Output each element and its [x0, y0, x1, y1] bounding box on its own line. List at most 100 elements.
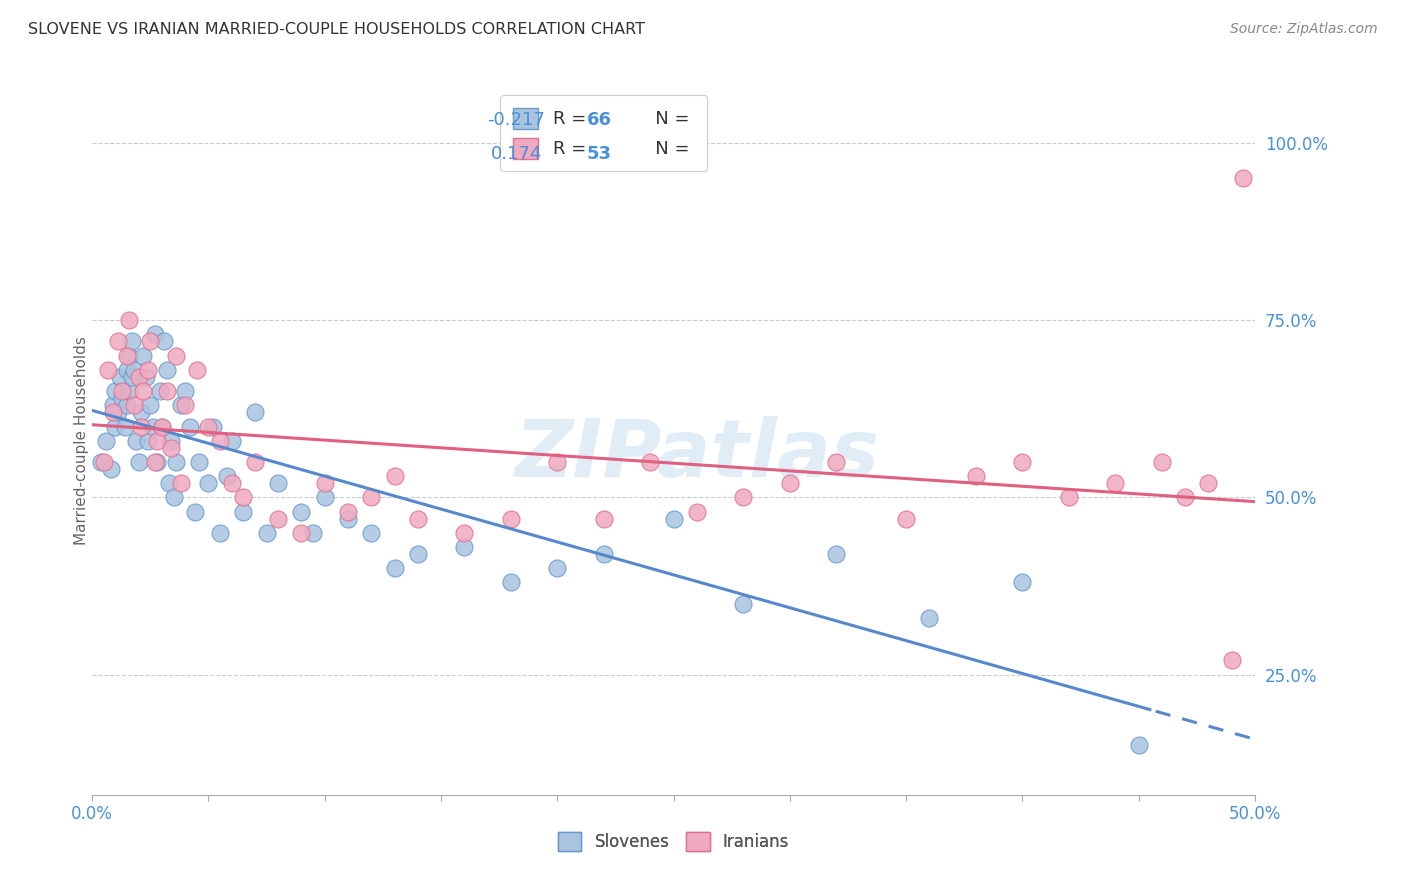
Point [592, 547, 614, 561]
Point [406, 547, 429, 561]
Point [197, 419, 219, 434]
Point [160, 441, 183, 455]
Point [384, 561, 406, 575]
Point [93, 455, 115, 469]
Point [146, 434, 169, 448]
Point [129, 405, 152, 419]
Point [90, 455, 112, 469]
Point [128, 370, 150, 384]
Text: ZIPatlas: ZIPatlas [515, 416, 879, 494]
Point [733, 597, 755, 611]
Point [290, 505, 312, 519]
Point [115, 349, 138, 363]
Point [662, 511, 685, 525]
Point [215, 469, 238, 483]
Point [128, 455, 150, 469]
Point [111, 384, 134, 398]
Point [121, 334, 143, 349]
Point [97, 363, 120, 377]
Point [965, 469, 987, 483]
Point [122, 398, 145, 412]
Point [232, 491, 254, 505]
Point [1198, 476, 1220, 491]
Point [209, 525, 232, 540]
Point [149, 384, 172, 398]
Point [221, 434, 243, 448]
Point [143, 455, 166, 469]
Point [825, 547, 848, 561]
Point [143, 327, 166, 342]
Point [267, 511, 290, 525]
Point [686, 505, 709, 519]
Point [918, 611, 941, 625]
Point [100, 462, 122, 476]
Point [302, 525, 325, 540]
Point [150, 419, 173, 434]
Point [94, 434, 117, 448]
Point [153, 334, 176, 349]
Point [209, 434, 232, 448]
Point [314, 476, 336, 491]
Point [155, 384, 177, 398]
Point [142, 419, 165, 434]
Point [1128, 739, 1150, 753]
Point [183, 505, 205, 519]
Point [243, 455, 266, 469]
Point [186, 363, 208, 377]
Point [118, 349, 141, 363]
Point [337, 511, 360, 525]
Point [150, 419, 173, 434]
Point [114, 419, 136, 434]
Point [169, 398, 191, 412]
Text: -0.217: -0.217 [488, 112, 546, 129]
Point [107, 334, 129, 349]
Point [1011, 455, 1033, 469]
Point [202, 419, 225, 434]
Point [165, 455, 187, 469]
Text: 53: 53 [586, 145, 612, 163]
Point [640, 455, 662, 469]
Point [169, 476, 191, 491]
Point [115, 363, 138, 377]
Point [406, 511, 429, 525]
Point [146, 455, 169, 469]
Point [118, 384, 141, 398]
Point [188, 455, 211, 469]
Point [360, 525, 382, 540]
Text: Source: ZipAtlas.com: Source: ZipAtlas.com [1230, 22, 1378, 37]
Point [499, 511, 522, 525]
Point [1011, 575, 1033, 590]
Legend: Slovenes, Iranians: Slovenes, Iranians [551, 825, 796, 857]
Point [825, 455, 848, 469]
Point [179, 419, 201, 434]
Point [384, 469, 406, 483]
Point [1232, 171, 1254, 186]
Point [546, 455, 568, 469]
Point [1220, 653, 1243, 667]
Point [101, 398, 124, 412]
Point [1150, 455, 1173, 469]
Point [115, 398, 138, 412]
Point [132, 349, 155, 363]
Point [779, 476, 801, 491]
Text: 0.174: 0.174 [491, 145, 543, 163]
Text: 66: 66 [586, 112, 612, 129]
Point [267, 476, 290, 491]
Point [139, 398, 162, 412]
Point [136, 434, 159, 448]
Point [129, 419, 152, 434]
Point [101, 405, 124, 419]
Point [1057, 491, 1080, 505]
Point [136, 363, 159, 377]
Point [162, 491, 184, 505]
Point [592, 511, 614, 525]
Point [337, 505, 360, 519]
Point [733, 491, 755, 505]
Text: SLOVENE VS IRANIAN MARRIED-COUPLE HOUSEHOLDS CORRELATION CHART: SLOVENE VS IRANIAN MARRIED-COUPLE HOUSEH… [28, 22, 645, 37]
Point [125, 434, 148, 448]
Point [108, 370, 131, 384]
Point [174, 384, 197, 398]
Point [118, 313, 141, 327]
Point [360, 491, 382, 505]
Point [157, 476, 180, 491]
